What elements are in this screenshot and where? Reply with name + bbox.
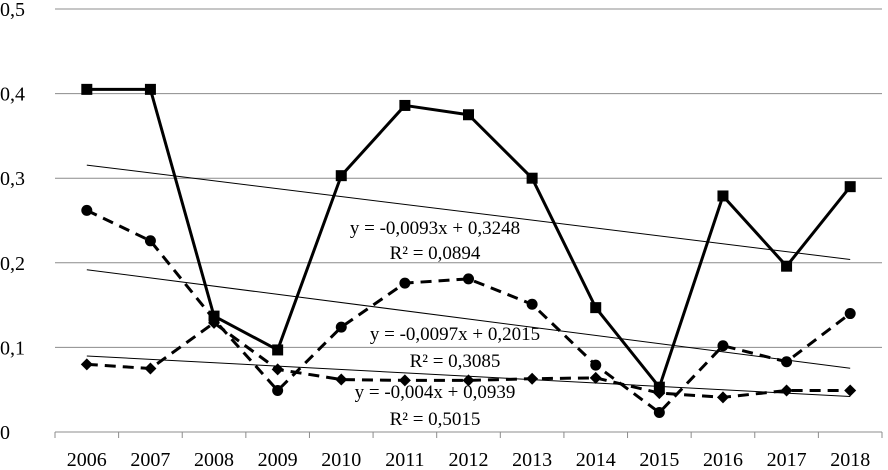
series-1-point xyxy=(590,302,602,314)
x-tick-label: 2013 xyxy=(512,449,552,470)
series-3-point xyxy=(398,374,411,387)
series-2-point xyxy=(653,407,665,419)
series-3-point xyxy=(526,372,539,385)
trendline-2-r2: R² = 0,3085 xyxy=(410,351,501,372)
series-1-point xyxy=(781,260,793,272)
x-tick-label: 2008 xyxy=(194,449,234,470)
y-tick-label: 0,2 xyxy=(0,253,25,275)
trendline-2 xyxy=(86,269,851,369)
y-tick-label: 0,3 xyxy=(0,168,25,190)
series-3-point xyxy=(589,371,602,384)
trendline-2-equation: y = -0,0097x + 0,2015 xyxy=(370,324,540,345)
x-tick-label: 2017 xyxy=(767,449,807,470)
label-layer: 0 0,1 0,2 0,3 0,4 0,5 2006 2007 2008 2009 2010 2011… xyxy=(0,0,870,470)
y-tick-label: 0,4 xyxy=(0,84,25,106)
series-3-point xyxy=(144,362,157,375)
series-1-point xyxy=(399,99,411,111)
series-1-point xyxy=(526,172,538,184)
series-layer xyxy=(80,83,857,419)
x-tick-label: 2006 xyxy=(67,449,107,470)
x-tick-label: 2014 xyxy=(576,449,616,470)
series-3-point xyxy=(653,387,666,400)
trendline-3-r2: R² = 0,5015 xyxy=(390,409,481,430)
series-1-point xyxy=(844,181,856,193)
series-2-point xyxy=(717,340,729,352)
x-tick-label: 2015 xyxy=(639,449,679,470)
series-1-point xyxy=(144,83,156,95)
series-2-point xyxy=(526,298,538,310)
series-2-point xyxy=(844,308,856,320)
x-tick-label: 2016 xyxy=(703,449,743,470)
series-2-point xyxy=(781,356,793,368)
x-tick-label: 2007 xyxy=(130,449,170,470)
x-tick-label: 2009 xyxy=(258,449,298,470)
series-3-point xyxy=(80,358,93,371)
series-2-point xyxy=(399,277,411,289)
trendline-1-r2: R² = 0,0894 xyxy=(390,243,481,264)
trendline-1-equation: y = -0,0093x + 0,3248 xyxy=(350,218,520,239)
trendline-1 xyxy=(86,164,851,260)
series-3-point xyxy=(208,316,221,329)
trendline-3-equation: y = -0,004x + 0,0939 xyxy=(355,382,516,403)
series-3-point xyxy=(716,391,729,404)
series-1-point xyxy=(81,83,93,95)
series-2-point xyxy=(81,204,93,216)
series-1-point xyxy=(717,190,729,202)
series-3-point xyxy=(844,384,857,397)
y-tick-label: 0 xyxy=(0,422,10,444)
series-1-point xyxy=(463,109,474,121)
series-2-point xyxy=(463,273,474,285)
series-3-point xyxy=(462,374,475,387)
x-tick-label: 2011 xyxy=(385,449,424,470)
y-tick-label: 0,1 xyxy=(0,337,25,359)
y-tick-label: 0,5 xyxy=(0,0,25,21)
x-tick-label: 2010 xyxy=(321,449,361,470)
series-2-point xyxy=(590,359,602,371)
series-2-point xyxy=(144,235,156,247)
series-3-point xyxy=(780,384,793,397)
series-2-point xyxy=(335,321,347,333)
series-2-point xyxy=(272,385,284,397)
series-3-point xyxy=(335,373,348,386)
series-3-point xyxy=(271,363,284,376)
series-1-point xyxy=(272,344,284,356)
x-tick-label: 2018 xyxy=(830,449,870,470)
x-tick-label: 2012 xyxy=(449,449,489,470)
series-1-point xyxy=(335,170,347,182)
